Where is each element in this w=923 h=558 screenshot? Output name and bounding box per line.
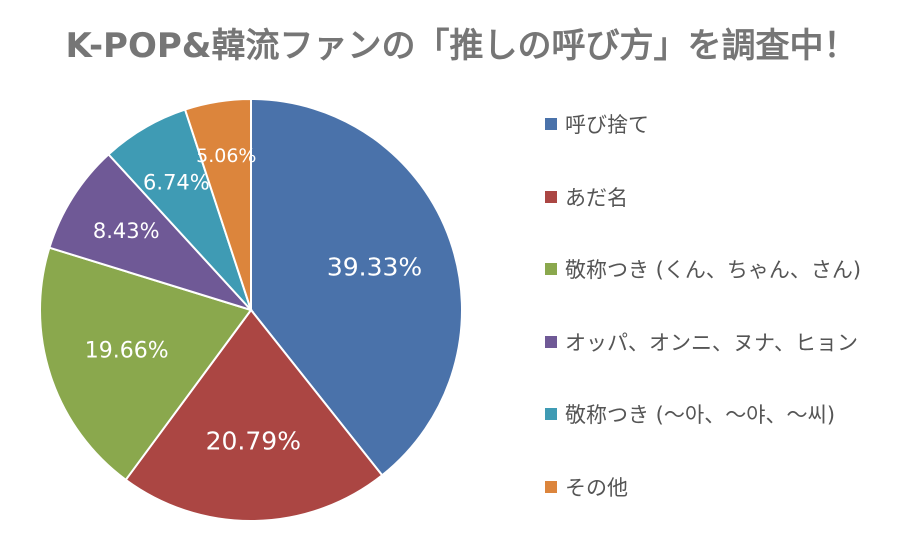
pie-slice-4 xyxy=(48,152,255,313)
legend-label-5: 敬称つき (～아、～야、～씨) xyxy=(565,403,836,427)
legend-swatch-6 xyxy=(545,480,557,493)
legend-label-2: あだ名 xyxy=(565,185,628,210)
legend-swatch-2 xyxy=(545,190,557,203)
legend-item-4: オッパ、オンニ、ヌナ、ヒョン xyxy=(545,322,858,362)
slice-value-label-2: 20.79% xyxy=(206,426,301,455)
slice-value-label-5: 6.74% xyxy=(143,171,210,195)
legend-item-2: あだ名 xyxy=(545,177,628,217)
legend-swatch-1 xyxy=(545,118,557,130)
pie-slice-2 xyxy=(124,308,384,522)
pie-slice-3 xyxy=(39,246,253,482)
legend-swatch-3 xyxy=(545,263,557,275)
slice-value-label-4: 8.43% xyxy=(93,219,160,243)
pie-data-labels: 39.33% 20.79% 19.66% 8.43% 6.74% 5.06% xyxy=(85,145,422,455)
legend-item-3: 敬称つき (くん、ちゃん、さん) xyxy=(545,249,861,289)
slice-value-label-6: 5.06% xyxy=(196,145,256,167)
pie-slice-1 xyxy=(250,97,463,477)
legend-item-6: その他 xyxy=(545,467,628,507)
legend-item-1: 呼び捨て xyxy=(545,104,649,144)
legend-label-6: その他 xyxy=(565,475,628,500)
slice-value-label-1: 39.33% xyxy=(327,252,422,281)
legend-label-3: 敬称つき (くん、ちゃん、さん) xyxy=(565,258,862,282)
legend-item-5: 敬称つき (～아、～야、～씨) xyxy=(545,394,835,434)
chart-title: K-POP&韓流ファンの「推しの呼び方」を調査中！ xyxy=(65,26,858,66)
pie-slices xyxy=(39,97,463,522)
pie-slice-6 xyxy=(183,97,252,311)
legend-swatch-4 xyxy=(545,335,557,348)
slice-value-label-3: 19.66% xyxy=(85,338,169,363)
legend-label-1: 呼び捨て xyxy=(565,113,649,137)
legend-swatch-5 xyxy=(545,408,557,420)
legend-label-4: オッパ、オンニ、ヌナ、ヒョン xyxy=(565,330,858,355)
